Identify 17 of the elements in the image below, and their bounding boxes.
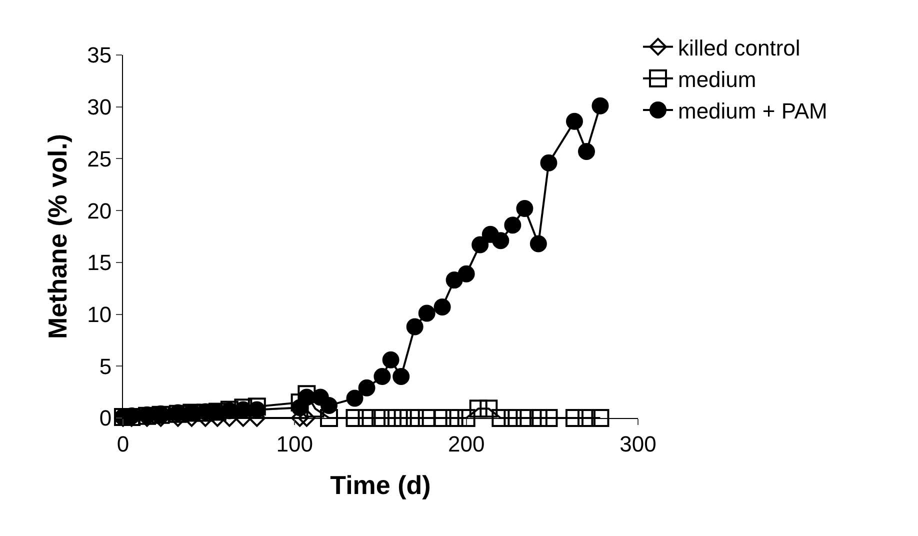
y-tick-label: 5: [99, 354, 112, 379]
y-tick-label: 30: [87, 94, 112, 120]
legend-label: medium + PAM: [678, 98, 828, 124]
y-tick-label: 10: [87, 302, 112, 327]
x-tick-label: 300: [620, 431, 656, 456]
y-tick-label: 35: [87, 42, 112, 68]
x-tick-label: 0: [116, 431, 130, 456]
x-tick-label: 200: [448, 431, 485, 456]
y-tick-label: 25: [87, 146, 112, 172]
legend-label: medium: [678, 66, 756, 92]
x-tick-label: 100: [276, 431, 314, 456]
y-axis-title: Methane (% vol.): [42, 134, 73, 340]
y-tick-label: 15: [87, 250, 112, 276]
y-tick-label: 0: [99, 406, 112, 431]
legend-label: killed control: [678, 35, 800, 60]
y-tick-label: 20: [87, 198, 112, 224]
x-axis-title: Time (d): [330, 470, 431, 500]
